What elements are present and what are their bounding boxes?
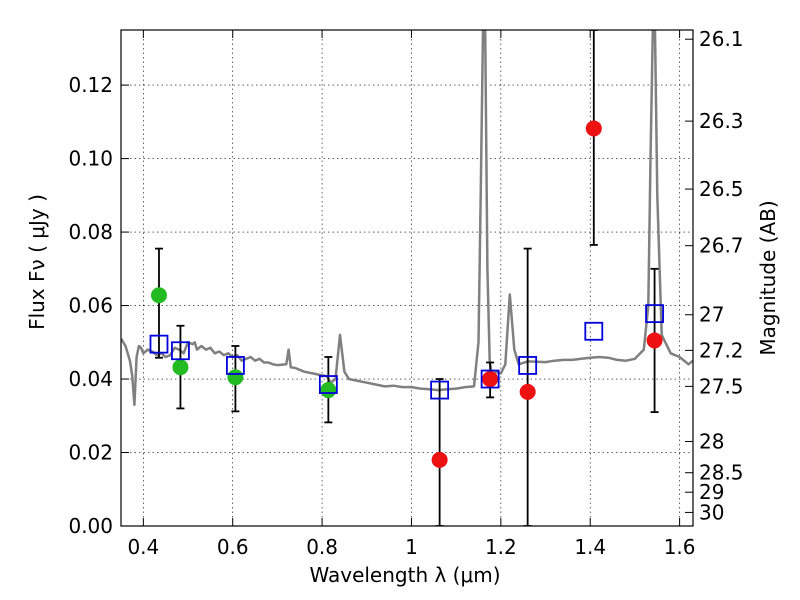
data-point xyxy=(320,382,337,399)
right-tick-label: 26.7 xyxy=(699,234,744,258)
right-tick-label: 28 xyxy=(699,429,724,453)
right-tick-label: 30 xyxy=(699,500,724,524)
model-point xyxy=(518,356,538,375)
right-tick-label: 26.3 xyxy=(699,109,744,133)
x-tick-label: 0.8 xyxy=(306,535,338,559)
plot-frame xyxy=(120,29,694,527)
model-point xyxy=(480,369,500,389)
y-axis-right-label: Magnitude (AB) xyxy=(756,200,780,355)
right-tick-label: 27.2 xyxy=(699,338,744,362)
right-tick-label: 28.5 xyxy=(699,461,744,485)
model-point xyxy=(171,341,190,361)
y-axis-label: Flux Fν ( μJy ) xyxy=(25,194,49,330)
data-point xyxy=(150,287,167,304)
right-tick-label: 27.5 xyxy=(699,374,744,398)
right-tick-label: 27 xyxy=(699,303,724,327)
model-point xyxy=(584,321,604,341)
x-tick-label: 1.2 xyxy=(485,535,517,559)
model-point xyxy=(645,304,664,324)
x-axis-label: Wavelength λ (μm) xyxy=(309,563,500,587)
model-point xyxy=(318,375,338,394)
tick-layer: 0.4 0.6 0.8 1 1.2 1.4 1.6 0.00 0.02 0.04 0.06 0.08 0… xyxy=(68,27,743,559)
marker-layer xyxy=(149,120,664,468)
data-point xyxy=(227,369,244,386)
y-tick-label: 0.00 xyxy=(68,514,113,538)
data-point xyxy=(431,451,448,468)
x-tick-label: 1 xyxy=(405,535,418,559)
right-tick-label: 26.5 xyxy=(699,177,744,201)
data-point xyxy=(519,383,536,400)
data-point xyxy=(172,359,189,376)
right-tick-label: 29 xyxy=(699,480,724,504)
y-tick-label: 0.04 xyxy=(68,367,113,391)
x-tick-label: 1.4 xyxy=(574,535,606,559)
model-point xyxy=(225,356,245,375)
plot-background xyxy=(121,30,693,526)
x-tick-label: 1.6 xyxy=(664,535,696,559)
y-tick-label: 0.12 xyxy=(68,73,113,97)
data-point xyxy=(585,120,602,137)
x-tick-label: 0.4 xyxy=(127,535,159,559)
y-tick-label: 0.06 xyxy=(68,294,113,318)
data-point xyxy=(482,371,499,388)
model-point xyxy=(149,334,169,354)
y-tick-label: 0.02 xyxy=(68,441,113,465)
y-tick-label: 0.10 xyxy=(68,147,113,171)
model-point xyxy=(430,380,450,400)
right-tick-label: 26.1 xyxy=(699,27,744,51)
x-tick-label: 0.6 xyxy=(217,535,249,559)
data-point xyxy=(646,332,663,349)
y-tick-label: 0.08 xyxy=(68,220,113,244)
